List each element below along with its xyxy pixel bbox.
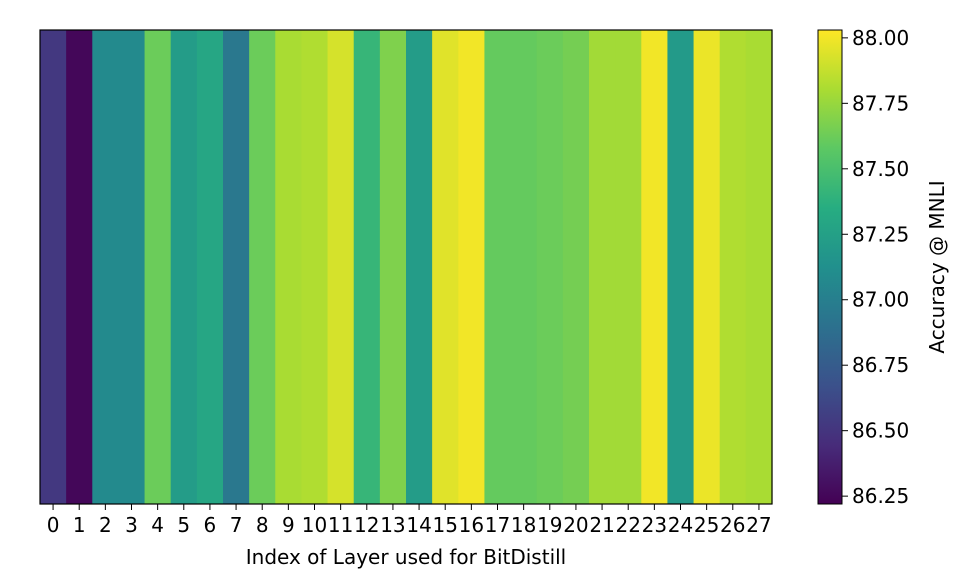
colorbar-tick-label: 86.50 xyxy=(852,419,909,443)
colorbar-tick-label: 88.00 xyxy=(852,26,909,50)
x-tick-label: 11 xyxy=(328,513,353,537)
colorbar-tick-label: 86.25 xyxy=(852,484,909,508)
colorbar-tick-label: 86.75 xyxy=(852,353,909,377)
heatmap-cell-24 xyxy=(667,30,695,504)
colorbar-tick-label: 87.25 xyxy=(852,222,909,246)
x-tick-label: 15 xyxy=(432,513,457,537)
heatmap-cell-27 xyxy=(745,30,773,504)
x-tick-label: 26 xyxy=(720,513,745,537)
heatmap-cell-15 xyxy=(432,30,459,504)
x-tick-label: 13 xyxy=(380,513,405,537)
heatmap-cell-10 xyxy=(301,30,329,504)
x-tick-label: 6 xyxy=(204,513,217,537)
x-tick-label: 7 xyxy=(230,513,243,537)
x-tick-label: 5 xyxy=(177,513,190,537)
x-tick-label: 23 xyxy=(642,513,667,537)
x-tick-label: 19 xyxy=(537,513,562,537)
x-tick-label: 17 xyxy=(485,513,510,537)
x-tick-label: 4 xyxy=(151,513,164,537)
heatmap-cell-8 xyxy=(249,30,276,504)
x-tick-label: 9 xyxy=(282,513,295,537)
x-tick-label: 14 xyxy=(406,513,431,537)
colorbar xyxy=(817,29,843,505)
colorbar-tick-label: 87.75 xyxy=(852,91,909,115)
heatmap-cell-25 xyxy=(693,30,721,504)
heatmap-cell-19 xyxy=(536,30,564,504)
heatmap-cell-0 xyxy=(40,30,67,504)
x-tick-label: 3 xyxy=(125,513,138,537)
heatmap-cell-9 xyxy=(275,30,303,504)
x-tick-label: 21 xyxy=(589,513,614,537)
heatmap-cell-4 xyxy=(144,30,172,504)
x-tick-label: 20 xyxy=(563,513,588,537)
x-tick-label: 12 xyxy=(354,513,379,537)
heatmap-cell-22 xyxy=(615,30,642,504)
heatmap-cell-1 xyxy=(66,30,93,504)
plot-frame xyxy=(39,29,773,505)
x-axis-label: Index of Layer used for BitDistill xyxy=(246,545,567,569)
heatmap-cell-7 xyxy=(223,30,250,504)
heatmap-cell-20 xyxy=(562,30,590,504)
heatmap-cell-12 xyxy=(353,30,381,504)
colorbar-tick-label: 87.00 xyxy=(852,288,909,312)
x-tick-label: 2 xyxy=(99,513,112,537)
x-tick-label: 10 xyxy=(302,513,327,537)
x-axis-ticks: 0 1 2 3 4 5 6 7 8 9 10 11 12 13 14 15 16 17 18 19 20 21 22 23 24… xyxy=(47,504,772,537)
heatmap-cells xyxy=(40,30,773,504)
heatmap-cell-23 xyxy=(641,30,669,504)
heatmap-cell-11 xyxy=(327,30,355,504)
x-tick-label: 18 xyxy=(511,513,536,537)
heatmap-cell-3 xyxy=(118,30,146,504)
x-tick-label: 0 xyxy=(47,513,60,537)
colorbar-label: Accuracy @ MNLI xyxy=(925,180,949,353)
heatmap-cell-13 xyxy=(379,30,407,504)
heatmap-cell-18 xyxy=(510,30,538,504)
heatmap-cell-26 xyxy=(719,30,747,504)
x-tick-label: 16 xyxy=(459,513,484,537)
x-tick-label: 22 xyxy=(615,513,640,537)
x-tick-label: 24 xyxy=(668,513,693,537)
x-tick-label: 8 xyxy=(256,513,269,537)
heatmap-cell-2 xyxy=(92,30,120,504)
heatmap-cell-16 xyxy=(458,30,486,504)
x-tick-label: 27 xyxy=(746,513,771,537)
colorbar-ticks: 86.25 86.50 86.75 87.00 87.25 87.50 87.75 88.00 xyxy=(842,26,909,508)
heatmap-cell-6 xyxy=(196,30,224,504)
heatmap-cell-5 xyxy=(170,30,198,504)
heatmap-cell-14 xyxy=(406,30,433,504)
x-tick-label: 25 xyxy=(694,513,719,537)
x-tick-label: 1 xyxy=(73,513,86,537)
heatmap-cell-17 xyxy=(484,30,512,504)
heatmap-cell-21 xyxy=(589,30,616,504)
colorbar-tick-label: 87.50 xyxy=(852,157,909,181)
